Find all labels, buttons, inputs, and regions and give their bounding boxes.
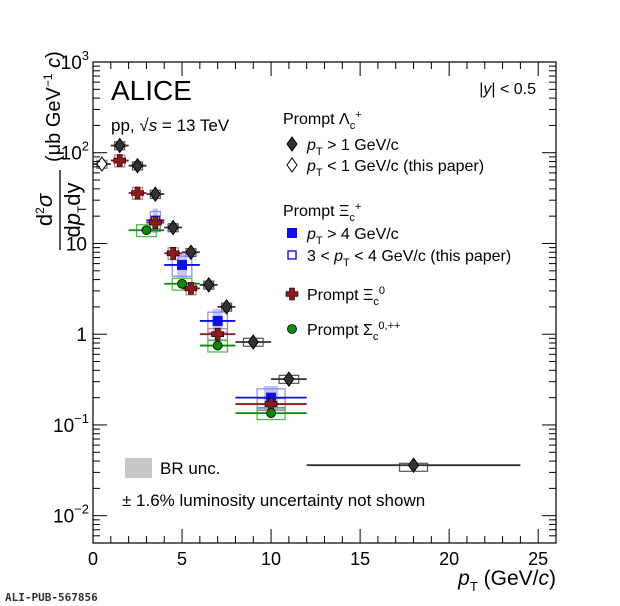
x-tick-label: 20 — [439, 549, 459, 569]
data-point-diamond — [286, 136, 298, 152]
data-point-diamond — [131, 157, 144, 174]
data-point-square — [212, 315, 223, 326]
legend-xic0: Prompt Ξc0 — [307, 285, 385, 308]
data-point-circle — [141, 225, 152, 236]
experiment-label: ALICE — [111, 75, 192, 106]
data-point-diamond — [167, 219, 179, 236]
data-point-diamond — [114, 137, 126, 154]
data-point-cross — [149, 216, 162, 229]
y-tick-label: 102 — [61, 139, 89, 165]
x-tick-label: 10 — [261, 549, 281, 569]
data-point-square — [177, 259, 188, 270]
legend-xic-title: Prompt Ξc+ — [283, 201, 361, 224]
data-point-cross — [131, 186, 144, 200]
data-point-cross — [285, 287, 299, 301]
data-point-cross — [113, 154, 127, 167]
data-point-cross — [166, 246, 180, 260]
y-axis-numerator: d2σ — [32, 193, 57, 226]
data-point-diamond — [286, 157, 298, 173]
data-point-cross — [211, 327, 224, 341]
data-point-circle — [266, 408, 276, 419]
x-tick-label: 5 — [177, 549, 187, 569]
luminosity-note: ± 1.6% luminosity uncertainty not shown — [122, 491, 425, 510]
y-tick-label: 10−1 — [53, 411, 89, 437]
x-tick-label: 15 — [350, 549, 370, 569]
br-unc-swatch — [125, 458, 152, 478]
data-point-square-open — [287, 250, 297, 260]
data-point-diamond — [407, 457, 420, 474]
rapidity-label: |y| < 0.5 — [479, 81, 536, 98]
data-point-circle — [177, 278, 187, 289]
collision-system: pp, √s = 13 TeV — [111, 116, 230, 135]
x-tick-label: 25 — [528, 549, 548, 569]
y-tick-label: 103 — [61, 48, 89, 74]
data-point-diamond — [185, 244, 197, 261]
y-tick-label: 10 — [66, 234, 87, 255]
br-unc-label: BR unc. — [160, 459, 220, 478]
legend-lc-title: Prompt Λc+ — [283, 109, 362, 132]
data-point-diamond — [203, 276, 215, 293]
legend-xic-gt4: pT > 4 GeV/c — [306, 226, 399, 247]
data-point-circle — [212, 340, 223, 351]
data-point-diamond — [220, 299, 233, 315]
data-point-square — [287, 228, 297, 238]
data-point-diamond — [96, 156, 108, 172]
legend-xic-range: 3 < pT < 4 GeV/c (this paper) — [307, 248, 511, 269]
y-tick-label: 10−2 — [53, 502, 89, 528]
legend-sigmac: Prompt Σc0,++ — [307, 320, 400, 343]
y-axis-units: (μb GeV−1 c) — [41, 51, 65, 162]
legend-lc-gt1: pT > 1 GeV/c — [306, 137, 399, 158]
data-point-circle — [287, 324, 297, 334]
x-tick-label: 0 — [88, 549, 98, 569]
data-point-diamond — [247, 334, 259, 350]
publication-id: ALI-PUB-567856 — [5, 591, 98, 604]
x-axis-title: pT (GeV/c) — [457, 567, 556, 594]
data-point-diamond — [149, 186, 161, 202]
y-axis-denominator: dpTdy — [60, 182, 89, 237]
data-point-diamond — [283, 371, 295, 387]
y-tick-label: 1 — [76, 325, 87, 346]
legend-lc-lt1: pT < 1 GeV/c (this paper) — [306, 158, 484, 179]
